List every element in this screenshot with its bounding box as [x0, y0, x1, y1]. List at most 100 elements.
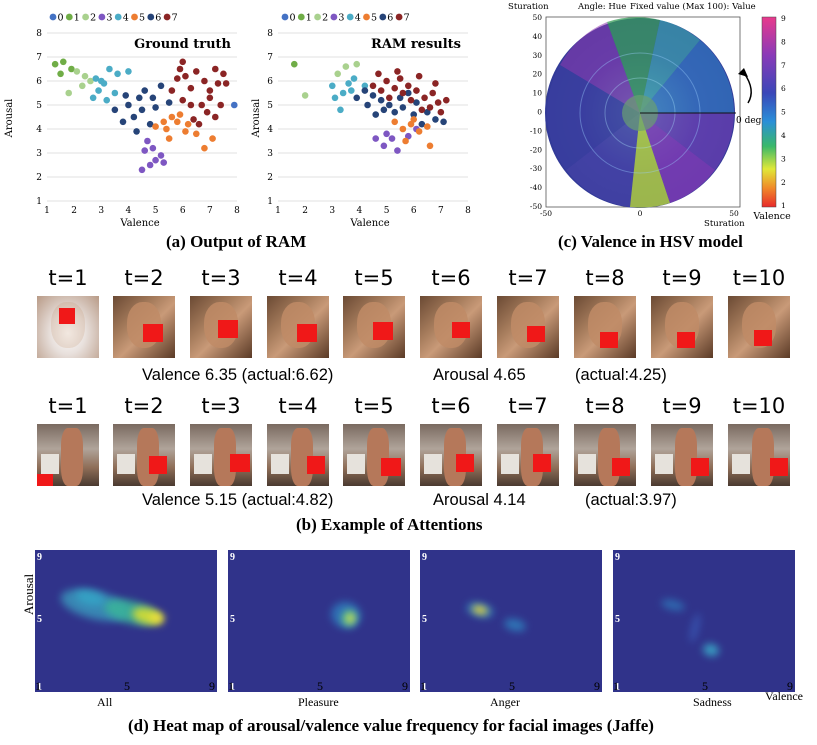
- ylabel-ground-truth: Arousal: [4, 99, 15, 139]
- shirt-region: [271, 454, 289, 474]
- y-tick-label: 4: [36, 125, 42, 135]
- data-point-series-1: [57, 70, 64, 78]
- data-point-series-6: [146, 120, 154, 128]
- data-point-series-7: [211, 65, 219, 73]
- attention-box: [452, 322, 470, 338]
- ylabel-ram-results: Arousal: [251, 99, 262, 139]
- heatmap-y-tick: 9: [37, 552, 42, 563]
- data-point-series-4: [103, 96, 111, 104]
- data-point-series-3: [146, 161, 154, 169]
- heatmap-x-tick: 9: [787, 679, 793, 693]
- data-point-series-5: [209, 135, 216, 142]
- attention-box: [770, 458, 788, 476]
- data-point-series-2: [81, 72, 89, 80]
- data-point-series-4: [95, 87, 102, 94]
- y-tick-label: 2: [36, 173, 42, 183]
- heatmap-x-tick: 9: [402, 679, 408, 693]
- data-point-series-6: [369, 92, 377, 99]
- body-region: [61, 428, 83, 486]
- data-point-series-5: [184, 120, 192, 128]
- heatmap-blob: [660, 597, 686, 613]
- data-point-series-5: [402, 137, 409, 145]
- data-point-series-6: [141, 87, 149, 94]
- data-point-series-4: [89, 94, 97, 102]
- legend-label-3: 3: [338, 13, 344, 24]
- heatmap-y-tick: 1: [37, 682, 42, 692]
- data-point-series-4: [337, 106, 344, 114]
- legend-label-2: 2: [322, 13, 328, 24]
- heatmap-y-tick: 5: [615, 614, 620, 625]
- row1-arousal: Arousal 4.65: [433, 366, 526, 384]
- x-tick-label: 3: [329, 206, 335, 216]
- y-tick-label: 1: [36, 197, 42, 207]
- legend-label-5: 5: [139, 13, 145, 24]
- step-label: t=6: [431, 266, 471, 290]
- data-point-series-6: [130, 113, 138, 121]
- heatmap-y-tick: 5: [422, 614, 427, 625]
- data-point-series-7: [206, 94, 214, 102]
- data-point-series-7: [192, 68, 200, 75]
- data-point-series-5: [423, 123, 431, 130]
- hsv-saturation-label-bottom: Sturation: [704, 219, 745, 229]
- heatmap-anger: 9 5 1: [420, 550, 602, 692]
- data-point-series-3: [149, 144, 157, 152]
- data-point-series-7: [168, 87, 176, 94]
- legend-dot-6: [379, 13, 387, 21]
- data-point-series-3: [141, 147, 149, 154]
- row2-arousal: Arousal 4.14: [433, 491, 526, 509]
- row1-valence: Valence 6.35 (actual:6.62): [142, 366, 334, 384]
- heatmap-x-tick: 1: [228, 679, 234, 693]
- x-tick-label: 1: [275, 206, 281, 216]
- legend-dot-5: [363, 13, 370, 21]
- heatmap-x-tick: 5: [124, 679, 130, 693]
- heatmap-x-tick: 1: [35, 679, 41, 693]
- legend-dot-3: [98, 13, 106, 21]
- data-point-series-5: [163, 125, 170, 133]
- data-point-series-7: [369, 82, 377, 90]
- legend-label-0: 0: [58, 13, 64, 24]
- data-point-series-7: [222, 80, 230, 87]
- legend-dot-0: [49, 13, 57, 21]
- data-point-series-6: [372, 111, 380, 118]
- data-point-series-6: [418, 120, 426, 128]
- data-point-series-7: [418, 106, 426, 114]
- hsv-angle-label: Angle: Hue: [577, 2, 626, 12]
- hsv-y-tick: 30: [532, 51, 542, 60]
- y-tick-label: 4: [267, 125, 273, 135]
- data-point-series-7: [375, 70, 382, 78]
- y-tick-label: 7: [36, 53, 42, 63]
- attention-frame: [343, 424, 405, 486]
- step-label: t=5: [354, 394, 394, 418]
- attention-box: [677, 332, 695, 348]
- data-point-series-6: [377, 96, 385, 104]
- data-point-series-7: [195, 120, 203, 128]
- heatmap-x-tick: 1: [420, 679, 426, 693]
- heatmap-x-tick: 5: [702, 679, 708, 693]
- data-point-series-7: [187, 101, 195, 109]
- attention-frame: [420, 424, 482, 486]
- data-point-series-5: [173, 118, 181, 126]
- heatmap-blob: [502, 616, 528, 634]
- hsv-colorbar: [761, 16, 777, 208]
- y-tick-label: 3: [267, 149, 273, 159]
- data-point-series-6: [125, 101, 132, 109]
- data-point-series-7: [415, 72, 423, 80]
- body-region: [752, 428, 774, 486]
- data-point-series-7: [198, 101, 206, 109]
- hsv-rotation-arrow: [743, 72, 752, 104]
- y-tick-label: 1: [267, 197, 273, 207]
- attention-box: [297, 324, 317, 342]
- data-point-series-7: [383, 77, 390, 85]
- hsv-y-tick: -20: [530, 145, 542, 154]
- shirt-region: [194, 454, 212, 474]
- data-point-series-5: [152, 123, 159, 130]
- y-tick-label: 6: [36, 77, 42, 87]
- data-point-series-4: [339, 89, 347, 97]
- legend-label-4: 4: [123, 13, 129, 24]
- data-point-series-7: [385, 94, 393, 102]
- attention-frame: [574, 296, 636, 358]
- data-point-series-3: [380, 142, 388, 150]
- panel-c-figure: Sturation Angle: Hue Fixed value (Max 10…: [508, 1, 791, 229]
- shirt-region: [578, 454, 596, 474]
- legend-label-6: 6: [387, 13, 393, 24]
